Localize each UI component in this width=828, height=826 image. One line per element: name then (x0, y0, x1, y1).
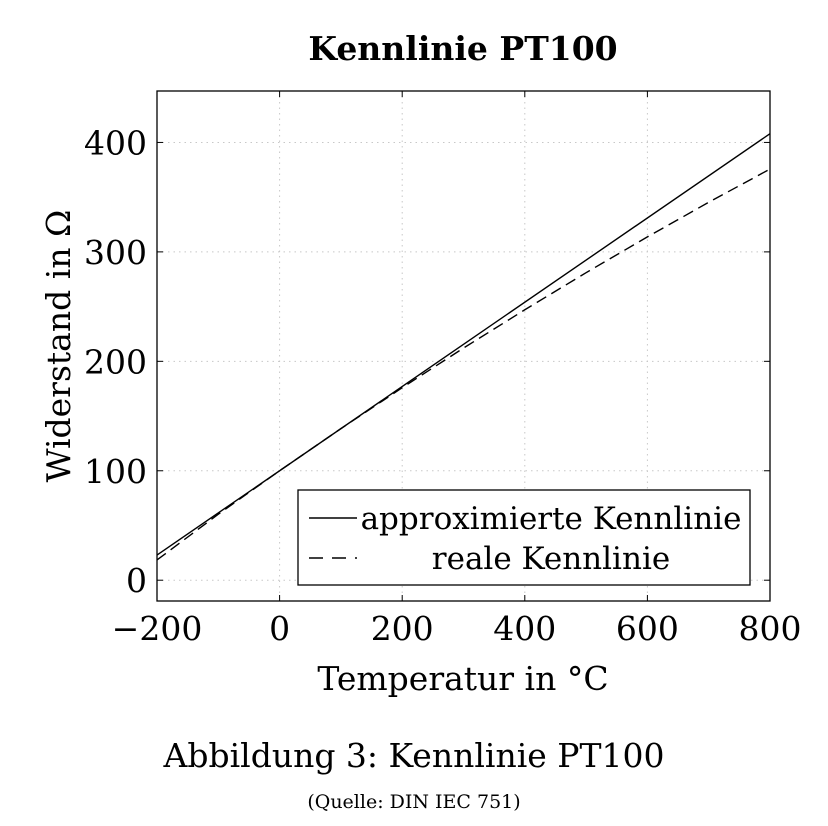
y-tick-label: 300 (84, 233, 147, 272)
x-tick-label: 400 (493, 609, 556, 648)
x-tick-label: 600 (616, 609, 679, 648)
text-layer: −200 0 200 400 600 800 0 100 200 300 400 Kennlinie … (39, 29, 802, 698)
legend: approximierte Kennlinie reale Kennlinie (297, 489, 751, 586)
y-axis-label: Widerstand in Ω (39, 210, 78, 483)
chart: −200 0 200 400 600 800 0 100 200 300 400 Kennlinie … (39, 29, 802, 698)
plot-frame (156, 90, 771, 602)
legend-box (297, 489, 751, 586)
chart-title: Kennlinie PT100 (308, 29, 617, 68)
figure-caption: Abbildung 3: Kennlinie PT100 (163, 736, 665, 775)
y-tick-label: 200 (84, 342, 147, 381)
legend-label: approximierte Kennlinie (361, 501, 742, 537)
x-axis-label: Temperatur in °C (317, 659, 608, 698)
x-tick-label: 800 (739, 609, 802, 648)
y-tick-label: 0 (126, 561, 147, 600)
x-tick-label: 200 (371, 609, 434, 648)
y-tick-label: 100 (84, 452, 147, 491)
series-layer (156, 133, 771, 561)
axis-layer (156, 90, 771, 602)
x-tick-label: 0 (269, 609, 290, 648)
y-tick-label: 400 (84, 123, 147, 162)
x-tick-label: −200 (112, 609, 203, 648)
source-note: (Quelle: DIN IEC 751) (307, 791, 521, 813)
legend-label: reale Kennlinie (432, 541, 670, 577)
series-line-reale (156, 168, 771, 561)
